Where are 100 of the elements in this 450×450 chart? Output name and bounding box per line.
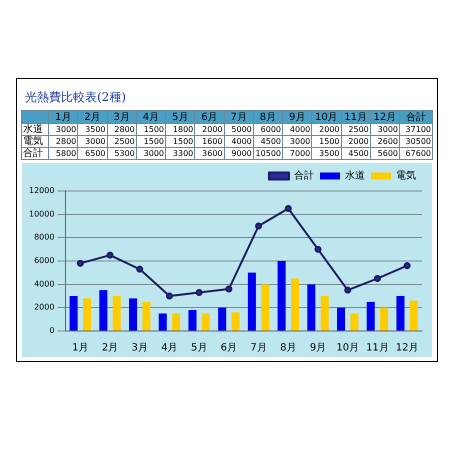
bar bbox=[278, 261, 286, 330]
x-tick-label: 3月 bbox=[132, 342, 148, 354]
data-label: 10500 bbox=[253, 148, 282, 160]
data-label: 5600 bbox=[370, 148, 400, 160]
bar bbox=[337, 308, 346, 330]
data-label: 9000 bbox=[224, 148, 254, 160]
data-label: 3000 bbox=[282, 136, 312, 148]
x-tick-label: 合計 bbox=[400, 110, 432, 124]
data-label: 1600 bbox=[194, 136, 224, 148]
x-tick-label: 11月 bbox=[366, 342, 389, 354]
data-label: 3000 bbox=[48, 124, 78, 136]
data-label: 3500 bbox=[312, 148, 341, 160]
data-label: 3000 bbox=[78, 136, 107, 148]
bar bbox=[396, 296, 404, 330]
chart-title: 光熱費比較表(2種) bbox=[25, 89, 127, 106]
data-label: 1500 bbox=[166, 136, 195, 148]
x-tick-label: 9月 bbox=[282, 110, 312, 124]
data-label: 5300 bbox=[107, 148, 136, 160]
bar bbox=[218, 308, 226, 330]
x-tick-label: 10月 bbox=[336, 342, 360, 354]
legend-label: 合計 bbox=[294, 170, 314, 182]
point bbox=[344, 286, 352, 294]
point bbox=[166, 292, 173, 300]
data-label: 5800 bbox=[48, 148, 78, 160]
x-tick-label: 5月 bbox=[190, 342, 208, 354]
y-tick-label: 水道 bbox=[22, 124, 48, 136]
legend-label: 電気 bbox=[396, 170, 416, 182]
bar bbox=[82, 298, 91, 330]
y-tick-label: 4000 bbox=[34, 279, 54, 288]
data-label: 2500 bbox=[341, 124, 370, 136]
x-tick-label: 6月 bbox=[194, 110, 224, 124]
point bbox=[255, 222, 262, 230]
bar bbox=[172, 314, 180, 330]
x-tick-label: 7月 bbox=[224, 110, 254, 124]
bar bbox=[99, 290, 108, 330]
bar bbox=[232, 312, 240, 330]
data-label: 30500 bbox=[400, 136, 432, 148]
data-label: 6500 bbox=[78, 148, 107, 160]
data-label: 1500 bbox=[136, 124, 166, 136]
data-label: 2500 bbox=[107, 136, 136, 148]
point bbox=[225, 286, 232, 292]
bar bbox=[70, 296, 78, 330]
y-tick-label: 12000 bbox=[28, 186, 54, 196]
data-label: 2800 bbox=[107, 124, 136, 136]
x-tick-label: 12月 bbox=[370, 110, 400, 124]
data-label: 7000 bbox=[282, 148, 312, 160]
y-tick-label: 電気 bbox=[22, 136, 48, 148]
x-tick-label: 3月 bbox=[107, 110, 136, 124]
bar bbox=[350, 314, 358, 330]
bar bbox=[320, 296, 329, 330]
x-tick-label: 2月 bbox=[78, 110, 107, 124]
bar bbox=[380, 308, 388, 330]
bar bbox=[112, 296, 121, 330]
x-tick-label: 8月 bbox=[253, 110, 282, 124]
bar bbox=[202, 314, 210, 330]
data-label: 4500 bbox=[253, 136, 282, 148]
x-tick-label: 9月 bbox=[310, 342, 326, 354]
data-label: 2800 bbox=[48, 136, 78, 148]
y-tick-label: 8000 bbox=[34, 232, 54, 242]
x-tick-label: 1月 bbox=[48, 110, 78, 124]
bar bbox=[158, 314, 167, 330]
point bbox=[284, 205, 292, 212]
x-tick-label: 11月 bbox=[341, 110, 370, 124]
point bbox=[374, 275, 381, 282]
x-tick-label: 4月 bbox=[161, 342, 178, 354]
data-label: 4500 bbox=[341, 148, 370, 160]
y-tick-label: 合計 bbox=[22, 148, 48, 160]
point bbox=[76, 260, 84, 267]
x-tick-label: 6月 bbox=[220, 342, 238, 354]
x-tick-label: 10月 bbox=[312, 110, 341, 124]
point bbox=[314, 246, 322, 253]
point bbox=[136, 266, 144, 273]
bar bbox=[129, 298, 138, 330]
data-label: 3300 bbox=[166, 148, 195, 160]
bar bbox=[248, 272, 256, 330]
x-tick-label: 8月 bbox=[280, 342, 296, 354]
data-label: 67600 bbox=[400, 148, 432, 160]
data-label: 3600 bbox=[194, 148, 224, 160]
legend-label: 水道 bbox=[345, 170, 365, 182]
data-label: 2600 bbox=[370, 136, 400, 148]
data-label: 2000 bbox=[194, 124, 224, 136]
data-label: 5000 bbox=[224, 124, 254, 136]
y-tick-label: 10000 bbox=[28, 209, 54, 218]
bar bbox=[307, 284, 316, 330]
y-tick-label: 0 bbox=[49, 326, 54, 336]
data-label: 1500 bbox=[312, 136, 341, 148]
y-tick-label: 6000 bbox=[34, 256, 54, 266]
x-tick-label: 7月 bbox=[250, 342, 267, 354]
x-tick-label: 1月 bbox=[72, 342, 88, 354]
data-label: 1800 bbox=[166, 124, 195, 136]
data-label: 2000 bbox=[341, 136, 370, 148]
bar bbox=[188, 310, 196, 330]
x-tick-label: 5月 bbox=[166, 110, 195, 124]
data-label: 3500 bbox=[78, 124, 107, 136]
data-label: 6000 bbox=[253, 124, 282, 136]
point bbox=[106, 252, 114, 259]
point bbox=[196, 289, 203, 296]
data-label: 3000 bbox=[136, 148, 166, 160]
bar bbox=[290, 278, 299, 330]
x-tick-label: 2月 bbox=[102, 342, 118, 354]
